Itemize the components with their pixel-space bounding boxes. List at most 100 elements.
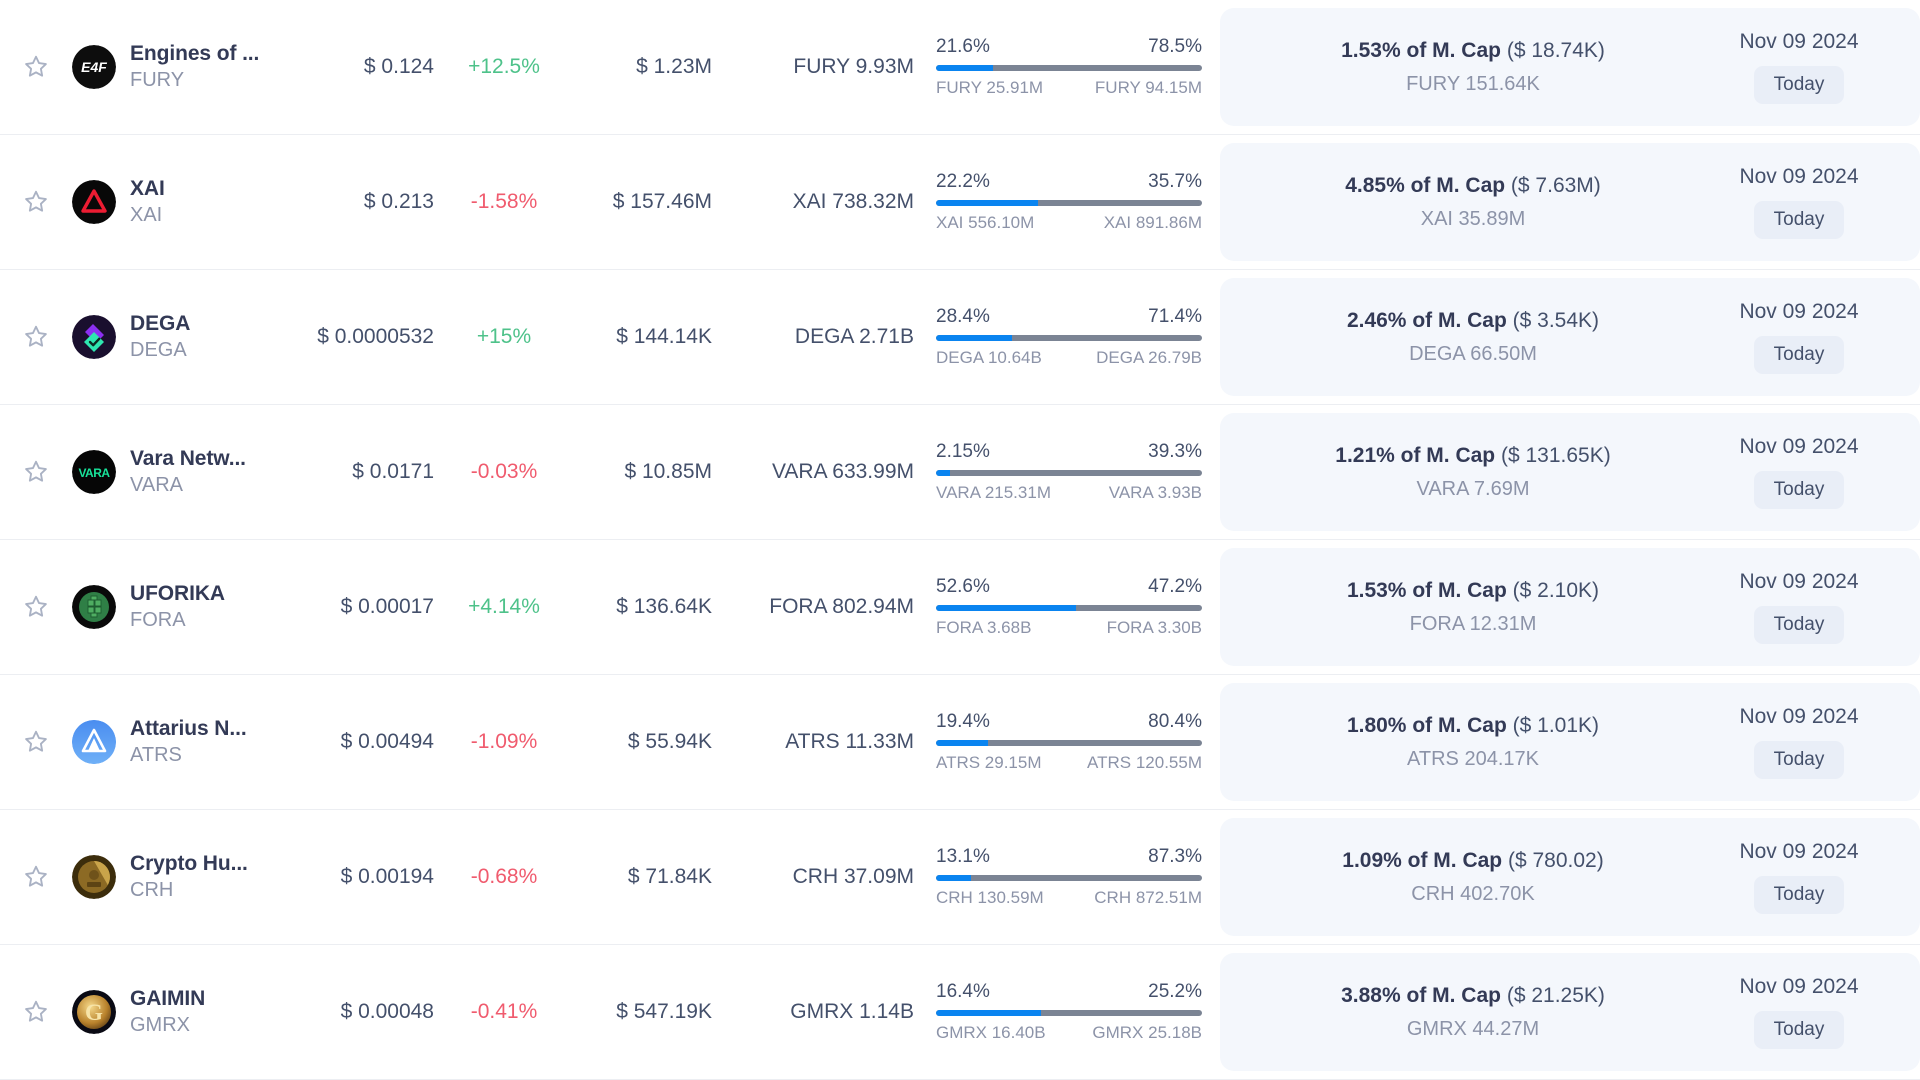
token-name: Crypto Hu... [130,852,248,875]
table-row[interactable]: UFORIKA FORA $ 0.00017 +4.14% $ 136.64K … [0,540,1920,675]
mcap-usd: ($ 7.63M) [1510,173,1601,197]
mcap-summary: 1.53% of M. Cap ($ 2.10K) [1347,579,1599,603]
bar-track [936,65,1202,71]
supply-cell: CRH 37.09M [792,865,914,888]
token-cell[interactable]: UFORIKA FORA [72,540,292,674]
token-name: DEGA [130,312,191,335]
token-symbol: VARA [130,474,183,496]
today-badge[interactable]: Today [1753,471,1845,509]
row-date: Nov 09 2024 [1739,975,1859,998]
today-badge[interactable]: Today [1753,1011,1845,1049]
mcap-usd: ($ 1.01K) [1512,713,1600,737]
favorite-cell[interactable] [0,405,72,539]
bar-track [936,200,1202,206]
table-row[interactable]: DEGA DEGA $ 0.0000532 +15% $ 144.14K DEG… [0,270,1920,405]
today-badge[interactable]: Today [1753,741,1845,779]
token-symbol: FURY [130,69,185,91]
table-row[interactable]: G GAIMIN GMRX $ 0.00048 -0.41% $ 547.19K… [0,945,1920,1080]
today-badge[interactable]: Today [1753,876,1845,914]
favorite-cell[interactable] [0,945,72,1079]
mcap-panel[interactable]: 2.46% of M. Cap ($ 3.54K) DEGA 66.50M No… [1220,278,1920,396]
token-cell[interactable]: Attarius N... ATRS [72,675,292,809]
distribution-bar-cell: 21.6% 78.5% FURY 25.91M FURY 94.15M [920,0,1220,134]
mcap-panel[interactable]: 1.21% of M. Cap ($ 131.65K) VARA 7.69M N… [1220,413,1920,531]
bar-track [936,875,1202,881]
star-icon[interactable] [22,593,50,621]
token-cell[interactable]: E4F Engines of ... FURY [72,0,292,134]
bar-right-percent: 80.4% [1148,711,1202,732]
bar-fill [936,470,950,476]
table-row[interactable]: E4F Engines of ... FURY $ 0.124 +12.5% $… [0,0,1920,135]
favorite-cell[interactable] [0,0,72,134]
mcap-panel[interactable]: 4.85% of M. Cap ($ 7.63M) XAI 35.89M Nov… [1220,143,1920,261]
price-cell: $ 0.0171 [352,460,434,483]
change-cell: -1.09% [470,730,538,753]
price-cell: $ 0.00194 [340,865,434,888]
distribution-bar-cell: 16.4% 25.2% GMRX 16.40B GMRX 25.18B [920,945,1220,1079]
bar-left-amount: GMRX 16.40B [936,1023,1046,1042]
today-badge[interactable]: Today [1753,336,1845,374]
favorite-cell[interactable] [0,270,72,404]
token-cell[interactable]: DEGA DEGA [72,270,292,404]
supply-cell: FURY 9.93M [793,55,914,78]
bar-fill [936,605,1076,611]
table-row[interactable]: XAI XAI $ 0.213 -1.58% $ 157.46M XAI 738… [0,135,1920,270]
row-date: Nov 09 2024 [1739,705,1859,728]
star-icon[interactable] [22,998,50,1026]
favorite-cell[interactable] [0,540,72,674]
mcap-panel[interactable]: 1.53% of M. Cap ($ 2.10K) FORA 12.31M No… [1220,548,1920,666]
mcap-usd: ($ 21.25K) [1506,983,1605,1007]
favorite-cell[interactable] [0,810,72,944]
bar-left-percent: 2.15% [936,441,990,462]
svg-text:VARA: VARA [78,466,110,480]
today-badge[interactable]: Today [1753,606,1845,644]
bar-left-percent: 52.6% [936,576,990,597]
token-cell[interactable]: Crypto Hu... CRH [72,810,292,944]
star-icon[interactable] [22,188,50,216]
bar-track [936,470,1202,476]
token-symbol: CRH [130,879,174,901]
token-cell[interactable]: XAI XAI [72,135,292,269]
bar-fill [936,200,1039,206]
bar-right-amount: ATRS 120.55M [1087,753,1202,772]
mcap-usd: ($ 3.54K) [1512,308,1600,332]
mcap-panel[interactable]: 1.09% of M. Cap ($ 780.02) CRH 402.70K N… [1220,818,1920,936]
star-icon[interactable] [22,728,50,756]
mcap-summary: 1.53% of M. Cap ($ 18.74K) [1341,39,1605,63]
today-badge[interactable]: Today [1753,201,1845,239]
mcap-panel[interactable]: 1.80% of M. Cap ($ 1.01K) ATRS 204.17K N… [1220,683,1920,801]
favorite-cell[interactable] [0,675,72,809]
bar-fill [936,65,994,71]
star-icon[interactable] [22,323,50,351]
row-date: Nov 09 2024 [1739,165,1859,188]
distribution-bar-cell: 28.4% 71.4% DEGA 10.64B DEGA 26.79B [920,270,1220,404]
volume-cell: $ 547.19K [616,1000,712,1023]
row-date: Nov 09 2024 [1739,30,1859,53]
star-icon[interactable] [22,863,50,891]
star-icon[interactable] [22,458,50,486]
mcap-summary: 1.21% of M. Cap ($ 131.65K) [1335,444,1610,468]
volume-cell: $ 144.14K [616,325,712,348]
table-row[interactable]: VARA Vara Netw... VARA $ 0.0171 -0.03% $… [0,405,1920,540]
token-name: Attarius N... [130,717,247,740]
mcap-percent: 4.85% of M. Cap [1345,173,1506,197]
token-cell[interactable]: VARA Vara Netw... VARA [72,405,292,539]
token-name: GAIMIN [130,987,206,1010]
bar-right-percent: 71.4% [1148,306,1202,327]
token-symbol: ATRS [130,744,182,766]
mcap-panel[interactable]: 3.88% of M. Cap ($ 21.25K) GMRX 44.27M N… [1220,953,1920,1071]
table-row[interactable]: Attarius N... ATRS $ 0.00494 -1.09% $ 55… [0,675,1920,810]
bar-left-amount: VARA 215.31M [936,483,1051,502]
mcap-panel[interactable]: 1.53% of M. Cap ($ 18.74K) FURY 151.64K … [1220,8,1920,126]
star-icon[interactable] [22,53,50,81]
mcap-token-amount: DEGA 66.50M [1409,342,1537,365]
attarius-logo-icon [72,720,116,764]
table-row[interactable]: Crypto Hu... CRH $ 0.00194 -0.68% $ 71.8… [0,810,1920,945]
mcap-percent: 1.09% of M. Cap [1342,848,1503,872]
token-cell[interactable]: G GAIMIN GMRX [72,945,292,1079]
today-badge[interactable]: Today [1753,66,1845,104]
favorite-cell[interactable] [0,135,72,269]
token-symbol: GMRX [130,1014,190,1036]
supply-cell: GMRX 1.14B [790,1000,914,1023]
